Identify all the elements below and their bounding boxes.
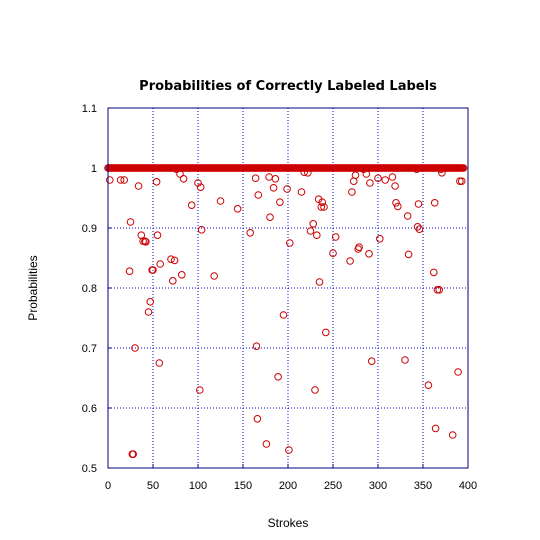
data-point	[179, 272, 186, 279]
y-tick-label: 1	[91, 163, 97, 175]
chart-title: Probabilities of Correctly Labeled Label…	[139, 79, 437, 94]
data-point	[402, 357, 409, 364]
data-point	[253, 343, 260, 350]
x-tick-label: 100	[189, 480, 207, 492]
data-point	[323, 329, 330, 336]
data-point	[234, 206, 241, 213]
x-tick-label: 400	[459, 480, 477, 492]
data-point	[263, 441, 270, 448]
data-point	[287, 240, 294, 247]
data-point	[382, 177, 389, 184]
y-tick-label: 0.8	[82, 283, 97, 295]
data-point	[198, 227, 205, 234]
data-point	[455, 369, 462, 376]
data-point	[188, 202, 195, 209]
data-point	[389, 174, 396, 181]
data-point	[366, 251, 373, 258]
data-point	[270, 185, 277, 192]
data-point	[197, 387, 204, 394]
data-point	[431, 269, 438, 276]
x-axis-label: Strokes	[268, 516, 309, 530]
data-point	[153, 179, 160, 186]
data-point	[277, 199, 284, 206]
grid	[108, 108, 468, 468]
data-point	[425, 382, 432, 389]
data-point	[310, 221, 317, 228]
data-point	[170, 278, 177, 285]
y-axis-label: Probabilities	[26, 255, 40, 320]
y-tick-label: 1.1	[82, 103, 97, 115]
data-point	[352, 172, 359, 179]
x-tick-label: 150	[234, 480, 252, 492]
data-point	[298, 189, 305, 196]
data-point	[127, 219, 134, 226]
data-point	[312, 387, 319, 394]
data-point	[431, 200, 438, 207]
data-point	[211, 273, 218, 280]
data-point	[367, 180, 374, 187]
data-point	[349, 189, 356, 196]
data-point	[368, 358, 375, 365]
data-point	[180, 176, 187, 183]
data-point	[405, 251, 412, 258]
data-point	[392, 183, 399, 190]
data-point	[275, 374, 282, 381]
data-point	[135, 183, 142, 190]
x-tick-label: 0	[105, 480, 111, 492]
data-point	[284, 186, 291, 193]
data-point	[254, 416, 261, 423]
data-point	[247, 230, 254, 237]
data-point	[157, 261, 164, 268]
data-point	[156, 360, 163, 367]
data-point	[316, 279, 323, 286]
x-tick-label: 50	[147, 480, 159, 492]
data-point	[432, 425, 439, 432]
data-point	[280, 312, 287, 319]
data-point	[347, 258, 354, 265]
y-tick-labels: 0.5 0.6 0.7 0.8 0.9 1 1.1	[82, 103, 97, 475]
x-tick-label: 200	[279, 480, 297, 492]
data-point	[449, 432, 456, 439]
data-point	[307, 228, 314, 235]
x-tick-label: 250	[324, 480, 342, 492]
data-point	[267, 214, 274, 221]
y-tick-label: 0.5	[82, 463, 97, 475]
data-points	[105, 165, 467, 458]
data-point	[404, 213, 411, 220]
data-point	[415, 201, 422, 208]
data-point	[286, 447, 293, 454]
x-tick-label: 350	[414, 480, 432, 492]
data-point	[377, 236, 384, 243]
data-point	[147, 299, 154, 306]
data-point	[252, 175, 259, 182]
data-point	[126, 268, 133, 275]
y-tick-label: 0.9	[82, 223, 97, 235]
data-point	[107, 177, 114, 184]
data-point	[272, 176, 279, 183]
y-tick-label: 0.7	[82, 343, 97, 355]
data-point	[314, 232, 321, 239]
y-tick-label: 0.6	[82, 403, 97, 415]
x-tick-label: 300	[369, 480, 387, 492]
data-point	[154, 232, 161, 239]
x-tick-labels: 0 50 100 150 200 250 300 350 400	[105, 480, 477, 492]
data-point	[255, 192, 262, 199]
data-point	[266, 174, 273, 181]
data-point	[145, 309, 152, 316]
data-point	[217, 198, 224, 205]
